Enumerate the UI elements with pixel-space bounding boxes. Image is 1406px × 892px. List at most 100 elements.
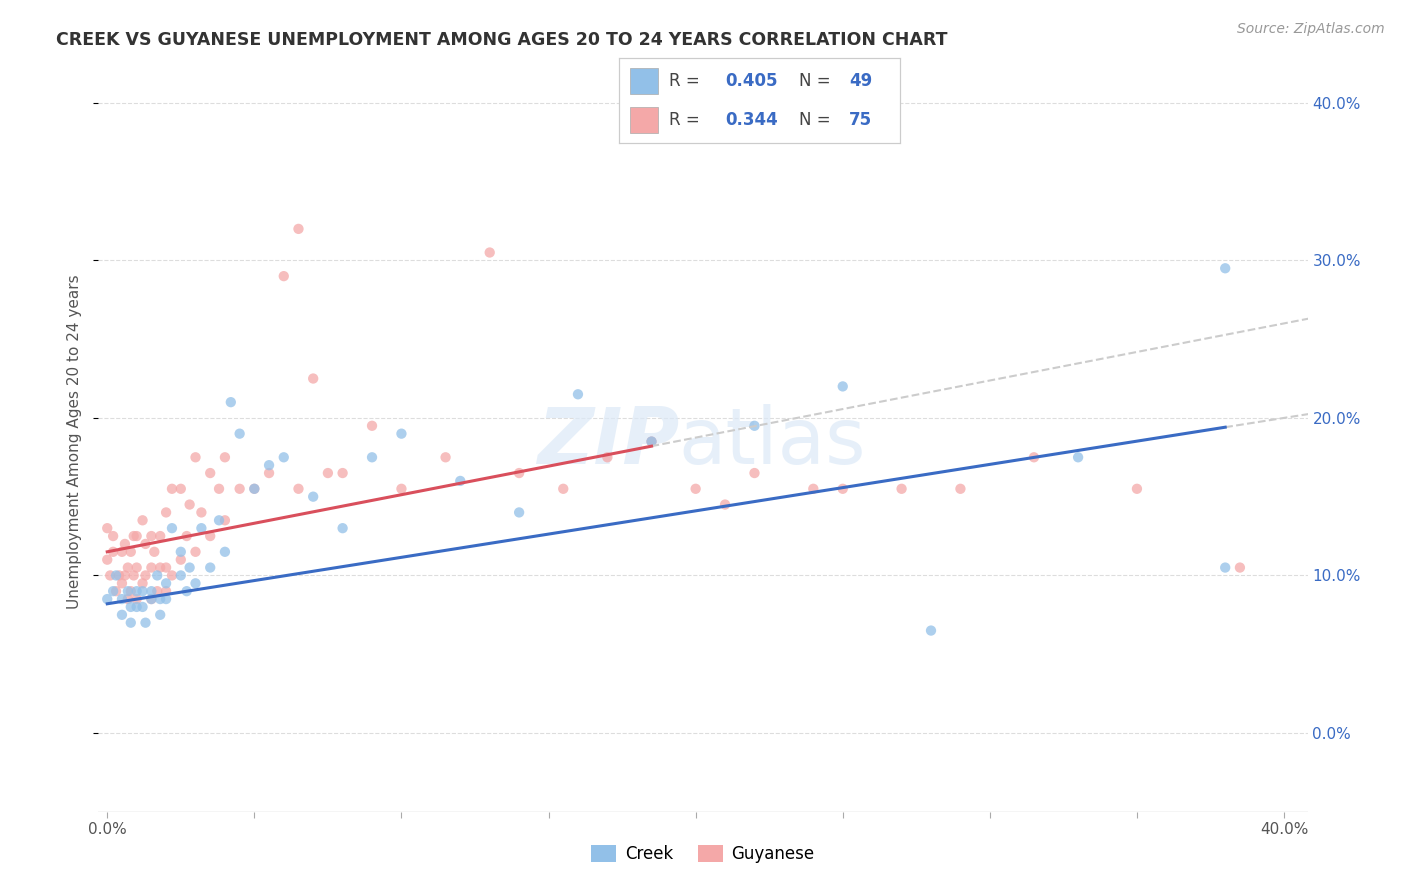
- Point: [640, 434, 662, 449]
- Point: [391, 426, 413, 441]
- Text: N =: N =: [799, 111, 835, 128]
- Point: [316, 466, 339, 480]
- Point: [143, 545, 166, 559]
- Point: [228, 426, 250, 441]
- Point: [149, 560, 172, 574]
- Point: [141, 592, 163, 607]
- Point: [141, 584, 163, 599]
- Point: [149, 607, 172, 622]
- Point: [508, 505, 530, 519]
- Point: [302, 371, 325, 385]
- Point: [949, 482, 972, 496]
- Point: [141, 592, 163, 607]
- Point: [208, 482, 231, 496]
- Point: [640, 434, 662, 449]
- Point: [98, 568, 121, 582]
- Point: [361, 450, 384, 465]
- Point: [122, 568, 145, 582]
- Point: [101, 529, 124, 543]
- Point: [243, 482, 266, 496]
- Point: [567, 387, 589, 401]
- Point: [114, 537, 136, 551]
- Point: [160, 482, 183, 496]
- Y-axis label: Unemployment Among Ages 20 to 24 years: Unemployment Among Ages 20 to 24 years: [67, 274, 83, 609]
- Point: [125, 592, 148, 607]
- Point: [105, 584, 128, 599]
- Point: [141, 560, 163, 574]
- Point: [141, 529, 163, 543]
- FancyBboxPatch shape: [630, 107, 658, 133]
- Point: [149, 529, 172, 543]
- Point: [744, 466, 766, 480]
- Point: [1229, 560, 1251, 574]
- Point: [200, 529, 222, 543]
- Point: [131, 584, 153, 599]
- Legend: Creek, Guyanese: Creek, Guyanese: [585, 838, 821, 870]
- Point: [114, 568, 136, 582]
- Point: [920, 624, 942, 638]
- Text: 49: 49: [849, 72, 873, 90]
- Text: N =: N =: [799, 72, 835, 90]
- Point: [134, 537, 156, 551]
- Point: [1067, 450, 1090, 465]
- Point: [155, 576, 177, 591]
- Point: [831, 379, 853, 393]
- Point: [200, 560, 222, 574]
- Point: [105, 568, 128, 582]
- Point: [125, 560, 148, 574]
- Point: [170, 552, 193, 566]
- Point: [184, 576, 207, 591]
- Point: [508, 466, 530, 480]
- Point: [120, 615, 142, 630]
- Point: [117, 592, 139, 607]
- Point: [831, 482, 853, 496]
- Point: [1213, 560, 1236, 574]
- Point: [155, 592, 177, 607]
- Point: [160, 521, 183, 535]
- Text: atlas: atlas: [679, 403, 866, 480]
- Point: [122, 529, 145, 543]
- Point: [714, 498, 737, 512]
- Point: [96, 521, 118, 535]
- Point: [125, 599, 148, 614]
- Point: [744, 418, 766, 433]
- Point: [111, 545, 134, 559]
- Point: [190, 505, 212, 519]
- Point: [1126, 482, 1149, 496]
- Point: [391, 482, 413, 496]
- Point: [111, 576, 134, 591]
- Point: [155, 560, 177, 574]
- Point: [117, 560, 139, 574]
- Point: [801, 482, 824, 496]
- Point: [120, 599, 142, 614]
- Point: [361, 418, 384, 433]
- Point: [214, 450, 236, 465]
- Point: [176, 584, 198, 599]
- Point: [243, 482, 266, 496]
- Point: [219, 395, 242, 409]
- Point: [434, 450, 457, 465]
- Text: 75: 75: [849, 111, 872, 128]
- Point: [146, 568, 169, 582]
- Point: [553, 482, 575, 496]
- Point: [101, 545, 124, 559]
- Point: [131, 599, 153, 614]
- Point: [332, 466, 354, 480]
- Point: [108, 568, 131, 582]
- Point: [184, 545, 207, 559]
- Point: [96, 552, 118, 566]
- Point: [101, 584, 124, 599]
- Point: [287, 482, 309, 496]
- Point: [96, 592, 118, 607]
- Point: [685, 482, 707, 496]
- Point: [134, 615, 156, 630]
- Point: [214, 545, 236, 559]
- Point: [120, 584, 142, 599]
- Point: [134, 568, 156, 582]
- Point: [596, 450, 619, 465]
- Text: 0.344: 0.344: [725, 111, 779, 128]
- Point: [155, 584, 177, 599]
- Point: [131, 576, 153, 591]
- Point: [131, 513, 153, 527]
- Point: [287, 222, 309, 236]
